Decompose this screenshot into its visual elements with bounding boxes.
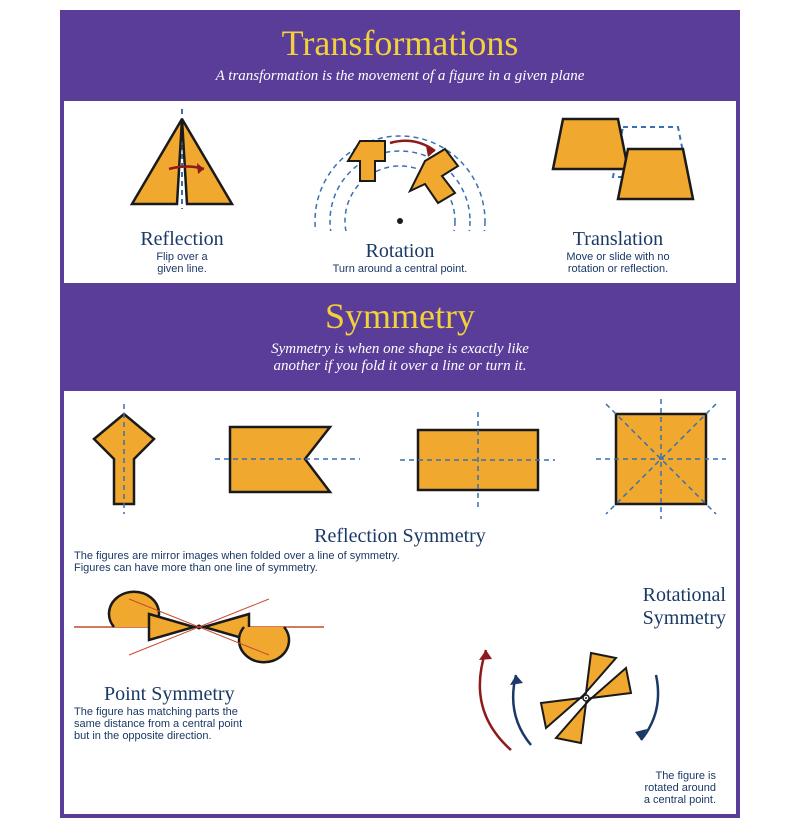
translation-label: Translation: [510, 228, 726, 251]
transformations-panel: Reflection Flip over a given line. Rotat…: [60, 101, 740, 283]
rotational-symmetry-diagram: [416, 630, 716, 765]
translation-cell: Translation Move or slide with no rotati…: [510, 109, 726, 275]
refl-shape-2: [215, 412, 360, 507]
refl-shape-1: [74, 404, 174, 514]
reflection-diagram: [107, 109, 257, 219]
point-symmetry-desc: The figure has matching parts the same d…: [74, 706, 395, 742]
symmetry-subtitle: Symmetry is when one shape is exactly li…: [78, 341, 722, 375]
symmetry-title: Symmetry: [78, 295, 722, 337]
reflection-cell: Reflection Flip over a given line.: [74, 109, 290, 275]
rotation-cell: Rotation Turn around a central point.: [290, 121, 510, 275]
point-symmetry-diagram: [74, 584, 324, 674]
transformations-title: Transformations: [78, 22, 722, 64]
rotational-symmetry-title: Rotational Symmetry: [515, 584, 726, 630]
transformations-subtitle: A transformation is the movement of a fi…: [78, 68, 722, 85]
translation-diagram: [528, 109, 708, 219]
rotational-symmetry-desc: The figure is rotated around a central p…: [405, 770, 716, 806]
point-symmetry-title: Point Symmetry: [104, 683, 395, 706]
rotational-symmetry-cell: Rotational Symmetry T: [405, 584, 726, 806]
translation-desc: Move or slide with no rotation or reflec…: [510, 251, 726, 275]
transformations-header: Transformations A transformation is the …: [60, 10, 740, 101]
rotation-diagram: [290, 121, 510, 231]
symmetry-panel: Reflection Symmetry The figures are mirr…: [60, 391, 740, 818]
reflection-symmetry-title: Reflection Symmetry: [74, 525, 726, 548]
reflection-desc: Flip over a given line.: [74, 251, 290, 275]
point-symmetry-cell: Point Symmetry The figure has matching p…: [74, 584, 395, 742]
rotation-label: Rotation: [290, 240, 510, 263]
reflection-symmetry-desc: The figures are mirror images when folde…: [74, 550, 726, 574]
reflection-label: Reflection: [74, 228, 290, 251]
rotation-desc: Turn around a central point.: [290, 263, 510, 275]
refl-shape-4: [596, 399, 726, 519]
symmetry-header: Symmetry Symmetry is when one shape is e…: [60, 283, 740, 391]
refl-shape-3: [400, 412, 555, 507]
